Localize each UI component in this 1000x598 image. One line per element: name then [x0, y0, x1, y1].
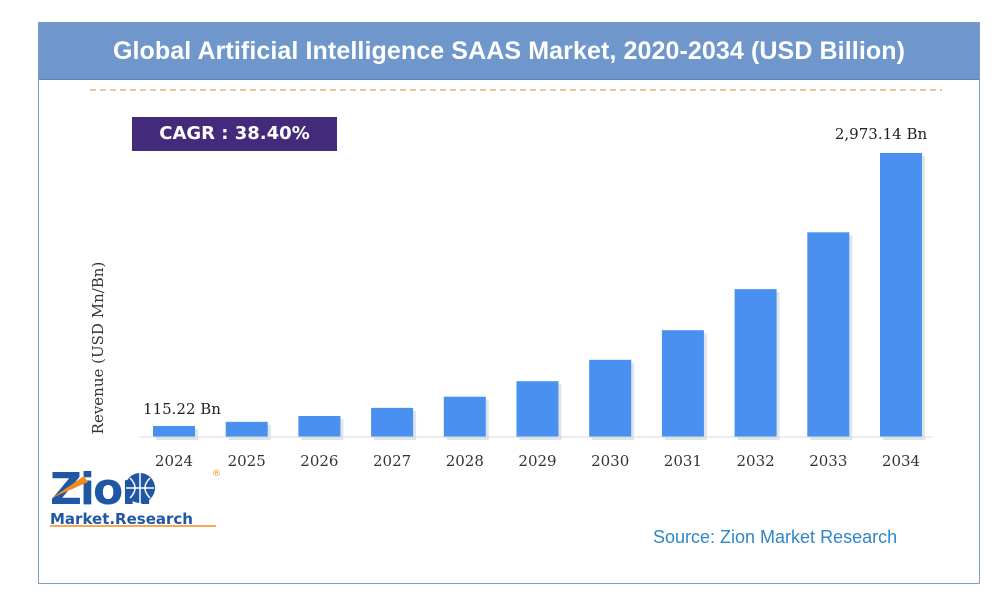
- y-axis-label: Revenue (USD Mn/Bn): [89, 262, 107, 435]
- bar-2029: [516, 381, 559, 437]
- bar-2028: [443, 396, 486, 437]
- zion-logo: Zion ® Market.Research: [48, 462, 228, 528]
- bar-series: [153, 153, 925, 440]
- x-tick-label: 2028: [446, 452, 484, 470]
- bar-2034: [880, 153, 922, 437]
- data-label: 2,973.14 Bn: [835, 125, 928, 143]
- data-label: 115.22 Bn: [143, 400, 221, 418]
- data-labels: 115.22 Bn 2,973.14 Bn: [143, 125, 927, 418]
- bar-2026: [298, 415, 341, 437]
- bar-2031: [661, 330, 704, 437]
- zion-logo-mark: Zion ® Market.Research: [50, 464, 221, 528]
- bar-2030: [589, 359, 632, 437]
- x-tick-label: 2027: [373, 452, 411, 470]
- bar-2025: [225, 421, 268, 437]
- x-tick-label: 2025: [228, 452, 266, 470]
- x-tick-label: 2026: [300, 452, 338, 470]
- x-tick-label: 2024: [155, 452, 193, 470]
- title-bar: Global Artificial Intelligence SAAS Mark…: [39, 23, 979, 80]
- source-label: Source: Zion Market Research: [653, 527, 898, 547]
- bar-2027: [371, 407, 414, 437]
- cagr-badge: CAGR : 38.40%: [132, 117, 337, 151]
- bar-2024: [153, 425, 195, 437]
- x-tick-label: 2029: [518, 452, 556, 470]
- registered-mark: ®: [212, 469, 221, 479]
- bar-2032: [734, 289, 777, 437]
- x-tick-label: 2034: [882, 452, 920, 470]
- logo-tagline: Market.Research: [50, 510, 193, 528]
- chart-title: Global Artificial Intelligence SAAS Mark…: [112, 37, 906, 65]
- x-tick-label: 2030: [591, 452, 629, 470]
- x-tick-label: 2032: [737, 452, 775, 470]
- x-tick-labels: 2024 2025 2026 2027 2028 2029 2030 2031 2032 2033…: [155, 452, 920, 470]
- x-tick-label: 2031: [664, 452, 702, 470]
- bar-2033: [807, 232, 850, 437]
- logo-swoosh: [52, 476, 88, 498]
- x-tick-label: 2033: [809, 452, 847, 470]
